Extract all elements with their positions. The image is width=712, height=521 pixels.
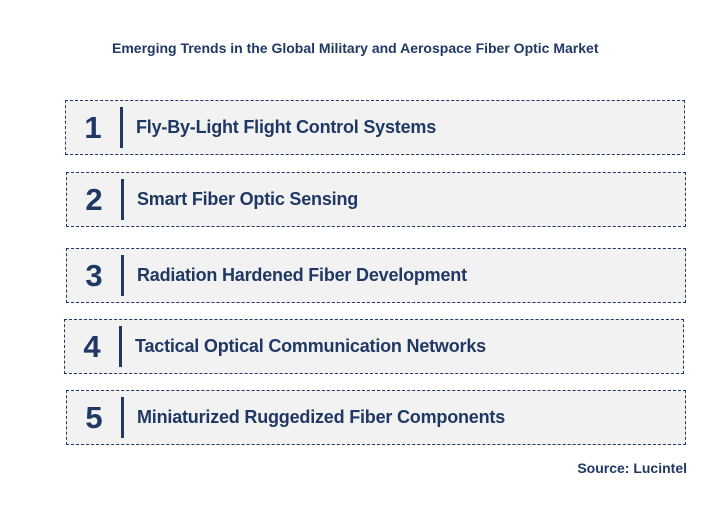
trend-number: 5: [85, 399, 103, 435]
trend-item-2: 2 Smart Fiber Optic Sensing: [66, 172, 686, 227]
divider-bar: [121, 397, 124, 438]
divider-bar: [121, 255, 124, 296]
trend-label: Smart Fiber Optic Sensing: [137, 189, 359, 209]
trend-number: 4: [83, 328, 101, 364]
trend-number: 2: [85, 181, 103, 217]
trend-item-1: 1 Fly-By-Light Flight Control Systems: [65, 100, 685, 155]
trend-label: Tactical Optical Communication Networks: [135, 336, 486, 356]
divider-bar: [120, 107, 123, 148]
divider-bar: [121, 179, 124, 220]
trend-item-5: 5 Miniaturized Ruggedized Fiber Componen…: [66, 390, 686, 445]
trend-label: Miniaturized Ruggedized Fiber Components: [137, 407, 506, 427]
diagram-title: Emerging Trends in the Global Military a…: [112, 40, 599, 56]
trend-item-4: 4 Tactical Optical Communication Network…: [64, 319, 684, 374]
trend-number: 1: [84, 109, 102, 145]
trend-number: 3: [85, 257, 103, 293]
trend-label: Fly-By-Light Flight Control Systems: [136, 117, 437, 137]
trend-item-3: 3 Radiation Hardened Fiber Development: [66, 248, 686, 303]
source-credit: Source: Lucintel: [577, 460, 687, 476]
trend-label: Radiation Hardened Fiber Development: [137, 265, 467, 285]
divider-bar: [119, 326, 122, 367]
